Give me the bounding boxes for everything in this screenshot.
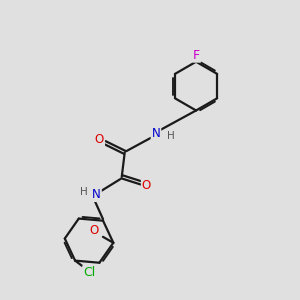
Text: O: O xyxy=(142,178,151,192)
Text: H: H xyxy=(167,131,175,141)
Text: Cl: Cl xyxy=(83,266,95,279)
Text: H: H xyxy=(80,187,88,197)
Text: N: N xyxy=(92,188,101,201)
Text: F: F xyxy=(193,49,200,62)
Text: O: O xyxy=(89,224,99,237)
Text: N: N xyxy=(152,127,160,140)
Text: O: O xyxy=(95,133,104,146)
